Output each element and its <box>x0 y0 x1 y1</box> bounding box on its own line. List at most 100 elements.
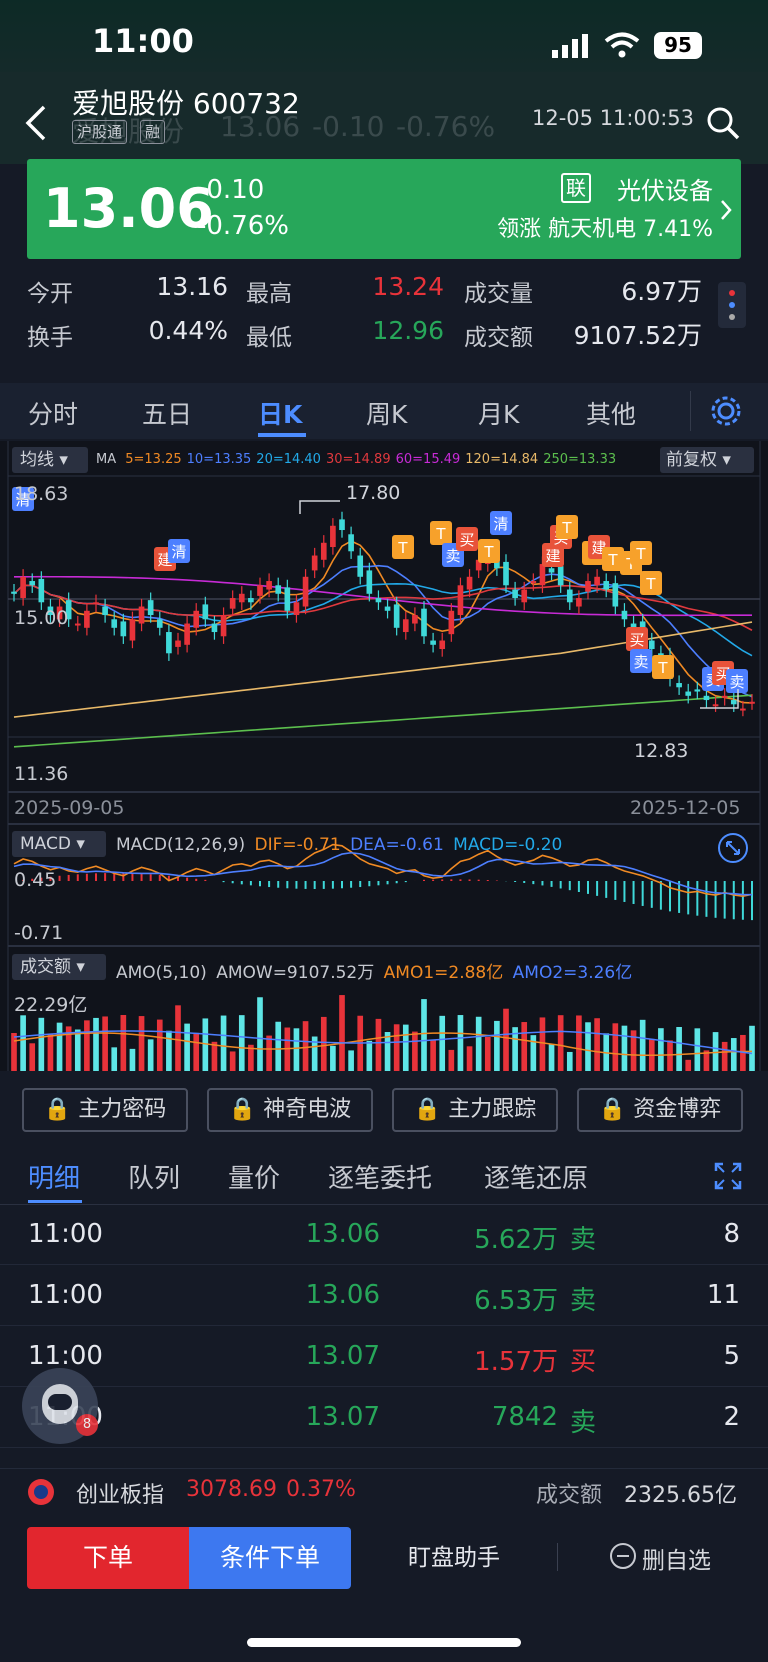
tab-weekly[interactable]: 周K <box>366 400 408 429</box>
candle-body <box>730 700 737 705</box>
index-name[interactable]: 创业板指 <box>76 1483 165 1508</box>
amo-bar <box>658 1028 664 1071</box>
trade-marker-label: 买 <box>459 531 474 549</box>
order-button[interactable]: 下单 <box>27 1527 189 1589</box>
watch-assistant-button[interactable]: 盯盘助手 <box>408 1545 500 1571</box>
trade-marker-label: T <box>561 519 572 537</box>
trade-price: 13.06 <box>305 1280 380 1310</box>
amo-bar <box>229 1051 236 1071</box>
candle-body <box>475 559 482 571</box>
main-force-code-button[interactable]: 🔒 主力密码 <box>22 1088 188 1132</box>
trade-marker[interactable] <box>602 547 624 571</box>
candle-body <box>229 598 236 609</box>
trade-marker[interactable] <box>430 521 452 545</box>
stock-header: 爱旭股份 13.06 -0.10 -0.76% 爱旭股份 600732 沪股通 … <box>0 72 768 164</box>
ma5-line <box>13 540 753 704</box>
candle-body <box>348 534 354 552</box>
trade-count: 2 <box>723 1402 740 1432</box>
amo-bar <box>749 1025 755 1071</box>
adjust-selector-button[interactable]: 前复权 ▾ <box>660 447 754 473</box>
amo-bar <box>266 1035 272 1071</box>
ma-selector-button[interactable]: 均线 ▾ <box>12 447 88 473</box>
trade-marker[interactable] <box>12 487 34 511</box>
candle-body <box>703 695 710 701</box>
trade-marker[interactable] <box>478 539 500 563</box>
magic-wave-button[interactable]: 🔒 神奇电波 <box>207 1088 373 1132</box>
candle-body <box>129 619 136 641</box>
macd-selector-button[interactable]: MACD ▾ <box>12 831 106 857</box>
tab-queue[interactable]: 队列 <box>128 1164 181 1194</box>
trade-marker[interactable] <box>626 627 648 651</box>
y-axis-bottom: 11.36 <box>14 763 69 785</box>
chevron-right-icon <box>721 200 732 220</box>
ma-legend-label: MA <box>96 452 117 467</box>
amo-bar <box>494 1020 500 1071</box>
amo-bar <box>211 1041 218 1071</box>
candle-body <box>585 581 591 592</box>
fullscreen-icon[interactable] <box>714 1162 742 1190</box>
turnover-label: 换手 <box>27 325 73 351</box>
candle-body <box>630 623 637 628</box>
amo-bar <box>238 1015 245 1071</box>
macd-dif-line <box>13 843 753 898</box>
remove-watchlist-button[interactable]: 删自选 <box>642 1548 711 1574</box>
trade-marker[interactable] <box>726 669 748 693</box>
back-icon[interactable] <box>24 104 48 142</box>
assistant-avatar[interactable]: 8 <box>22 1368 98 1444</box>
trade-price: 13.06 <box>305 1219 380 1249</box>
tab-trade-restore[interactable]: 逐笔还原 <box>484 1164 589 1194</box>
date-start: 2025-09-05 <box>14 797 125 819</box>
trade-marker[interactable] <box>392 535 414 559</box>
candle-body <box>375 598 382 603</box>
trade-volume: 5.62万 <box>474 1225 558 1255</box>
trade-row: 11:00 13.06 5.62万卖 8 <box>0 1205 768 1265</box>
trade-marker[interactable] <box>456 527 478 551</box>
candle-body <box>357 555 364 577</box>
conditional-order-button[interactable]: 条件下单 <box>189 1527 351 1589</box>
main-force-track-button[interactable]: 🔒 主力跟踪 <box>392 1088 558 1132</box>
trade-marker[interactable] <box>168 539 190 563</box>
trade-side: 卖 <box>570 1408 597 1438</box>
tab-5day[interactable]: 五日 <box>142 400 193 429</box>
tab-other[interactable]: 其他 <box>586 400 637 429</box>
trade-marker[interactable] <box>640 571 662 595</box>
trade-marker-label: T <box>483 543 494 561</box>
kline-chart-area[interactable]: 清建清TT卖买T清建买TT建TTTT买卖T卖买卖 均线 ▾ MA 5=13.25… <box>0 441 768 1071</box>
trade-marker[interactable] <box>490 511 512 535</box>
expand-chart-icon[interactable] <box>717 832 749 864</box>
bottom-bar: 创业板指 3078.69 0.37% 成交额 2325.65亿 下单 条件下单 … <box>0 1468 768 1662</box>
amo-bar <box>667 1040 673 1071</box>
volume-label: 成交量 <box>464 281 533 307</box>
tab-monthly[interactable]: 月K <box>478 400 520 429</box>
trade-marker[interactable] <box>630 541 652 565</box>
macd-axis-top: 0.45 <box>14 869 57 891</box>
more-stats-button[interactable] <box>718 282 746 328</box>
tab-intraday[interactable]: 分时 <box>28 400 79 429</box>
tab-detail[interactable]: 明细 <box>28 1164 81 1194</box>
settings-gear-icon[interactable] <box>710 395 742 427</box>
trade-marker[interactable] <box>630 649 652 673</box>
macd-dea: DEA=-0.61 <box>350 835 444 855</box>
ghost-price: 13.06 <box>220 110 301 143</box>
candle-body <box>211 623 218 633</box>
amo-selector-button[interactable]: 成交额 ▾ <box>12 954 106 980</box>
trade-marker[interactable] <box>556 515 578 539</box>
tab-order-by-order[interactable]: 逐笔委托 <box>328 1164 433 1194</box>
amo-bar <box>111 1047 118 1071</box>
tab-volume-price[interactable]: 量价 <box>228 1164 281 1194</box>
candle-body <box>29 581 36 586</box>
ma-legend-item: 120=14.84 <box>465 452 539 467</box>
fund-game-button[interactable]: 🔒 资金博弈 <box>577 1088 743 1132</box>
quote-panel[interactable]: 13.06 -0.10 -0.76% 联 光伏设备 领涨 航天机电 7.41% <box>27 159 741 259</box>
trade-marker-label: 清 <box>493 515 508 533</box>
trade-marker[interactable] <box>652 655 674 679</box>
candle-body <box>257 585 263 596</box>
candle-body <box>466 576 473 590</box>
candle-body <box>302 576 309 607</box>
amo-bar <box>393 1024 400 1071</box>
trade-count: 11 <box>706 1280 740 1310</box>
sector-name[interactable]: 光伏设备 <box>617 177 713 205</box>
tab-daily[interactable]: 日K <box>258 400 303 429</box>
amo-bar <box>38 1017 45 1071</box>
search-icon[interactable] <box>706 106 740 140</box>
